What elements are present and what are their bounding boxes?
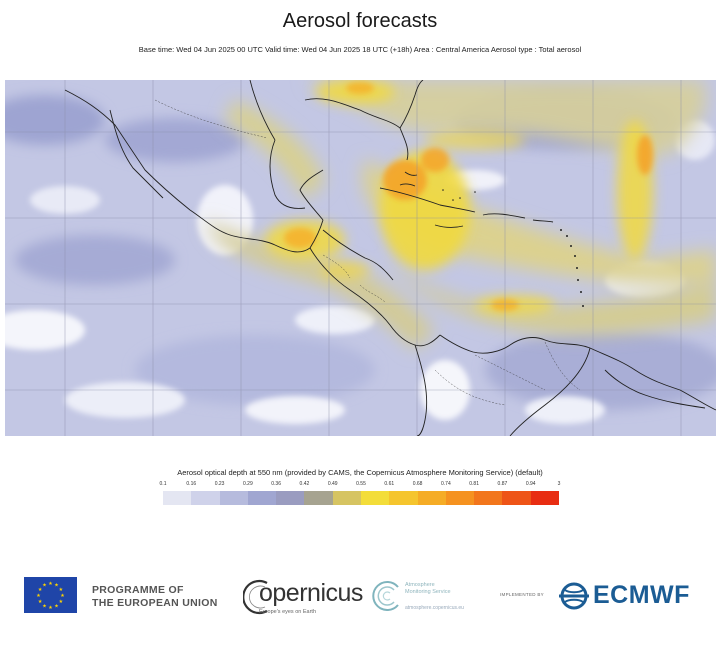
legend-color-swatch [474,491,503,505]
low-aerosol-patches [5,90,716,410]
graticule [5,80,716,436]
svg-text:★: ★ [38,599,43,605]
cams-line-1: Atmosphere [405,582,435,588]
legend-tick: 0.68 [412,481,423,487]
legend-tick: 0.23 [214,481,225,487]
svg-text:★: ★ [38,587,43,593]
svg-text:★: ★ [48,605,53,611]
legend-tick: 0.81 [469,481,479,487]
forecast-subtitle: Base time: Wed 04 Jun 2025 00 UTC Valid … [138,45,582,54]
footer-logos: ★ ★ ★ ★ ★ ★ ★ ★ ★ ★ ★ ★ PROGRAMME OF THE EUROPEA… [0,565,720,635]
high-aerosol-orange [284,82,653,311]
ecmwf-globe-icon [559,582,589,610]
copernicus-logo: opernicus Europe's eyes on Earth [243,575,363,623]
legend-tick: 0.1 [159,481,167,487]
page-title: Aerosol forecasts [282,10,438,32]
cams-line-2: Monitoring Service [405,589,451,595]
legend-tick-labels: 0.1 0.16 0.23 0.29 0.36 0.42 0.49 0.55 0… [159,481,561,490]
legend-color-swatch [332,491,361,505]
legend-color-bar [163,491,559,505]
legend-color-swatch [445,491,475,505]
legend-color-swatch [247,491,277,505]
copernicus-wordmark: opernicus [259,579,363,607]
legend-tick: 0.61 [384,481,395,487]
cams-logo: Atmosphere Monitoring Service atmosphere… [370,577,480,617]
legend-color-swatch [502,491,531,505]
svg-text:★: ★ [42,583,47,589]
legend-color-swatch [191,491,220,505]
legend-tick: 0.36 [271,481,281,487]
svg-text:★: ★ [42,603,47,609]
cams-name: Atmosphere Monitoring Service [405,582,451,596]
country-borders [154,99,581,406]
legend-color-swatch [530,491,559,505]
svg-text:★: ★ [60,593,65,599]
legend-color-swatch [276,491,305,505]
legend-color-swatch [304,491,333,505]
ecmwf-logo: ECMWF [557,581,697,611]
legend-tick: 0.87 [497,481,508,487]
lesser-antilles [442,189,584,307]
eu-line-1: PROGRAMME OF [92,584,184,596]
legend-color-swatch [219,491,248,505]
aerosol-map[interactable] [5,80,716,436]
svg-text:★: ★ [54,583,59,589]
legend-color-swatch [163,491,192,505]
eu-flag-icon: ★ ★ ★ ★ ★ ★ ★ ★ ★ ★ ★ ★ [24,577,77,613]
legend-tick: 3 [557,481,561,487]
eu-programme-label: PROGRAMME OF THE EUROPEAN UNION [92,584,218,610]
legend-tick: 0.42 [299,481,310,487]
svg-text:★: ★ [59,587,64,593]
legend-tick: 0.74 [440,481,451,487]
copernicus-tagline: Europe's eyes on Earth [259,609,317,615]
cams-url: atmosphere.copernicus.eu [405,605,464,611]
svg-text:★: ★ [59,599,64,605]
legend-title: Aerosol optical depth at 550 nm (provide… [177,468,543,477]
aerosol-map-canvas [5,80,716,436]
eu-line-2: THE EUROPEAN UNION [92,597,218,609]
legend-color-swatch [389,491,418,505]
ecmwf-wordmark: ECMWF [593,581,690,609]
svg-text:★: ★ [54,603,59,609]
legend-tick: 0.29 [242,481,253,487]
legend-color-swatch [360,491,390,505]
svg-text:★: ★ [48,581,53,587]
cams-swirl-icon [372,581,399,611]
legend-tick: 0.94 [525,481,536,487]
caribbean-islands [379,171,554,228]
legend-tick: 0.55 [356,481,366,487]
legend-color-swatch [417,491,446,505]
legend-tick: 0.49 [327,481,338,487]
coastlines [64,80,716,436]
svg-text:★: ★ [36,593,41,599]
copernicus-c-icon [243,579,268,615]
legend-tick: 0.16 [186,481,197,487]
implemented-by-label: IMPLEMENTED BY [500,592,544,597]
